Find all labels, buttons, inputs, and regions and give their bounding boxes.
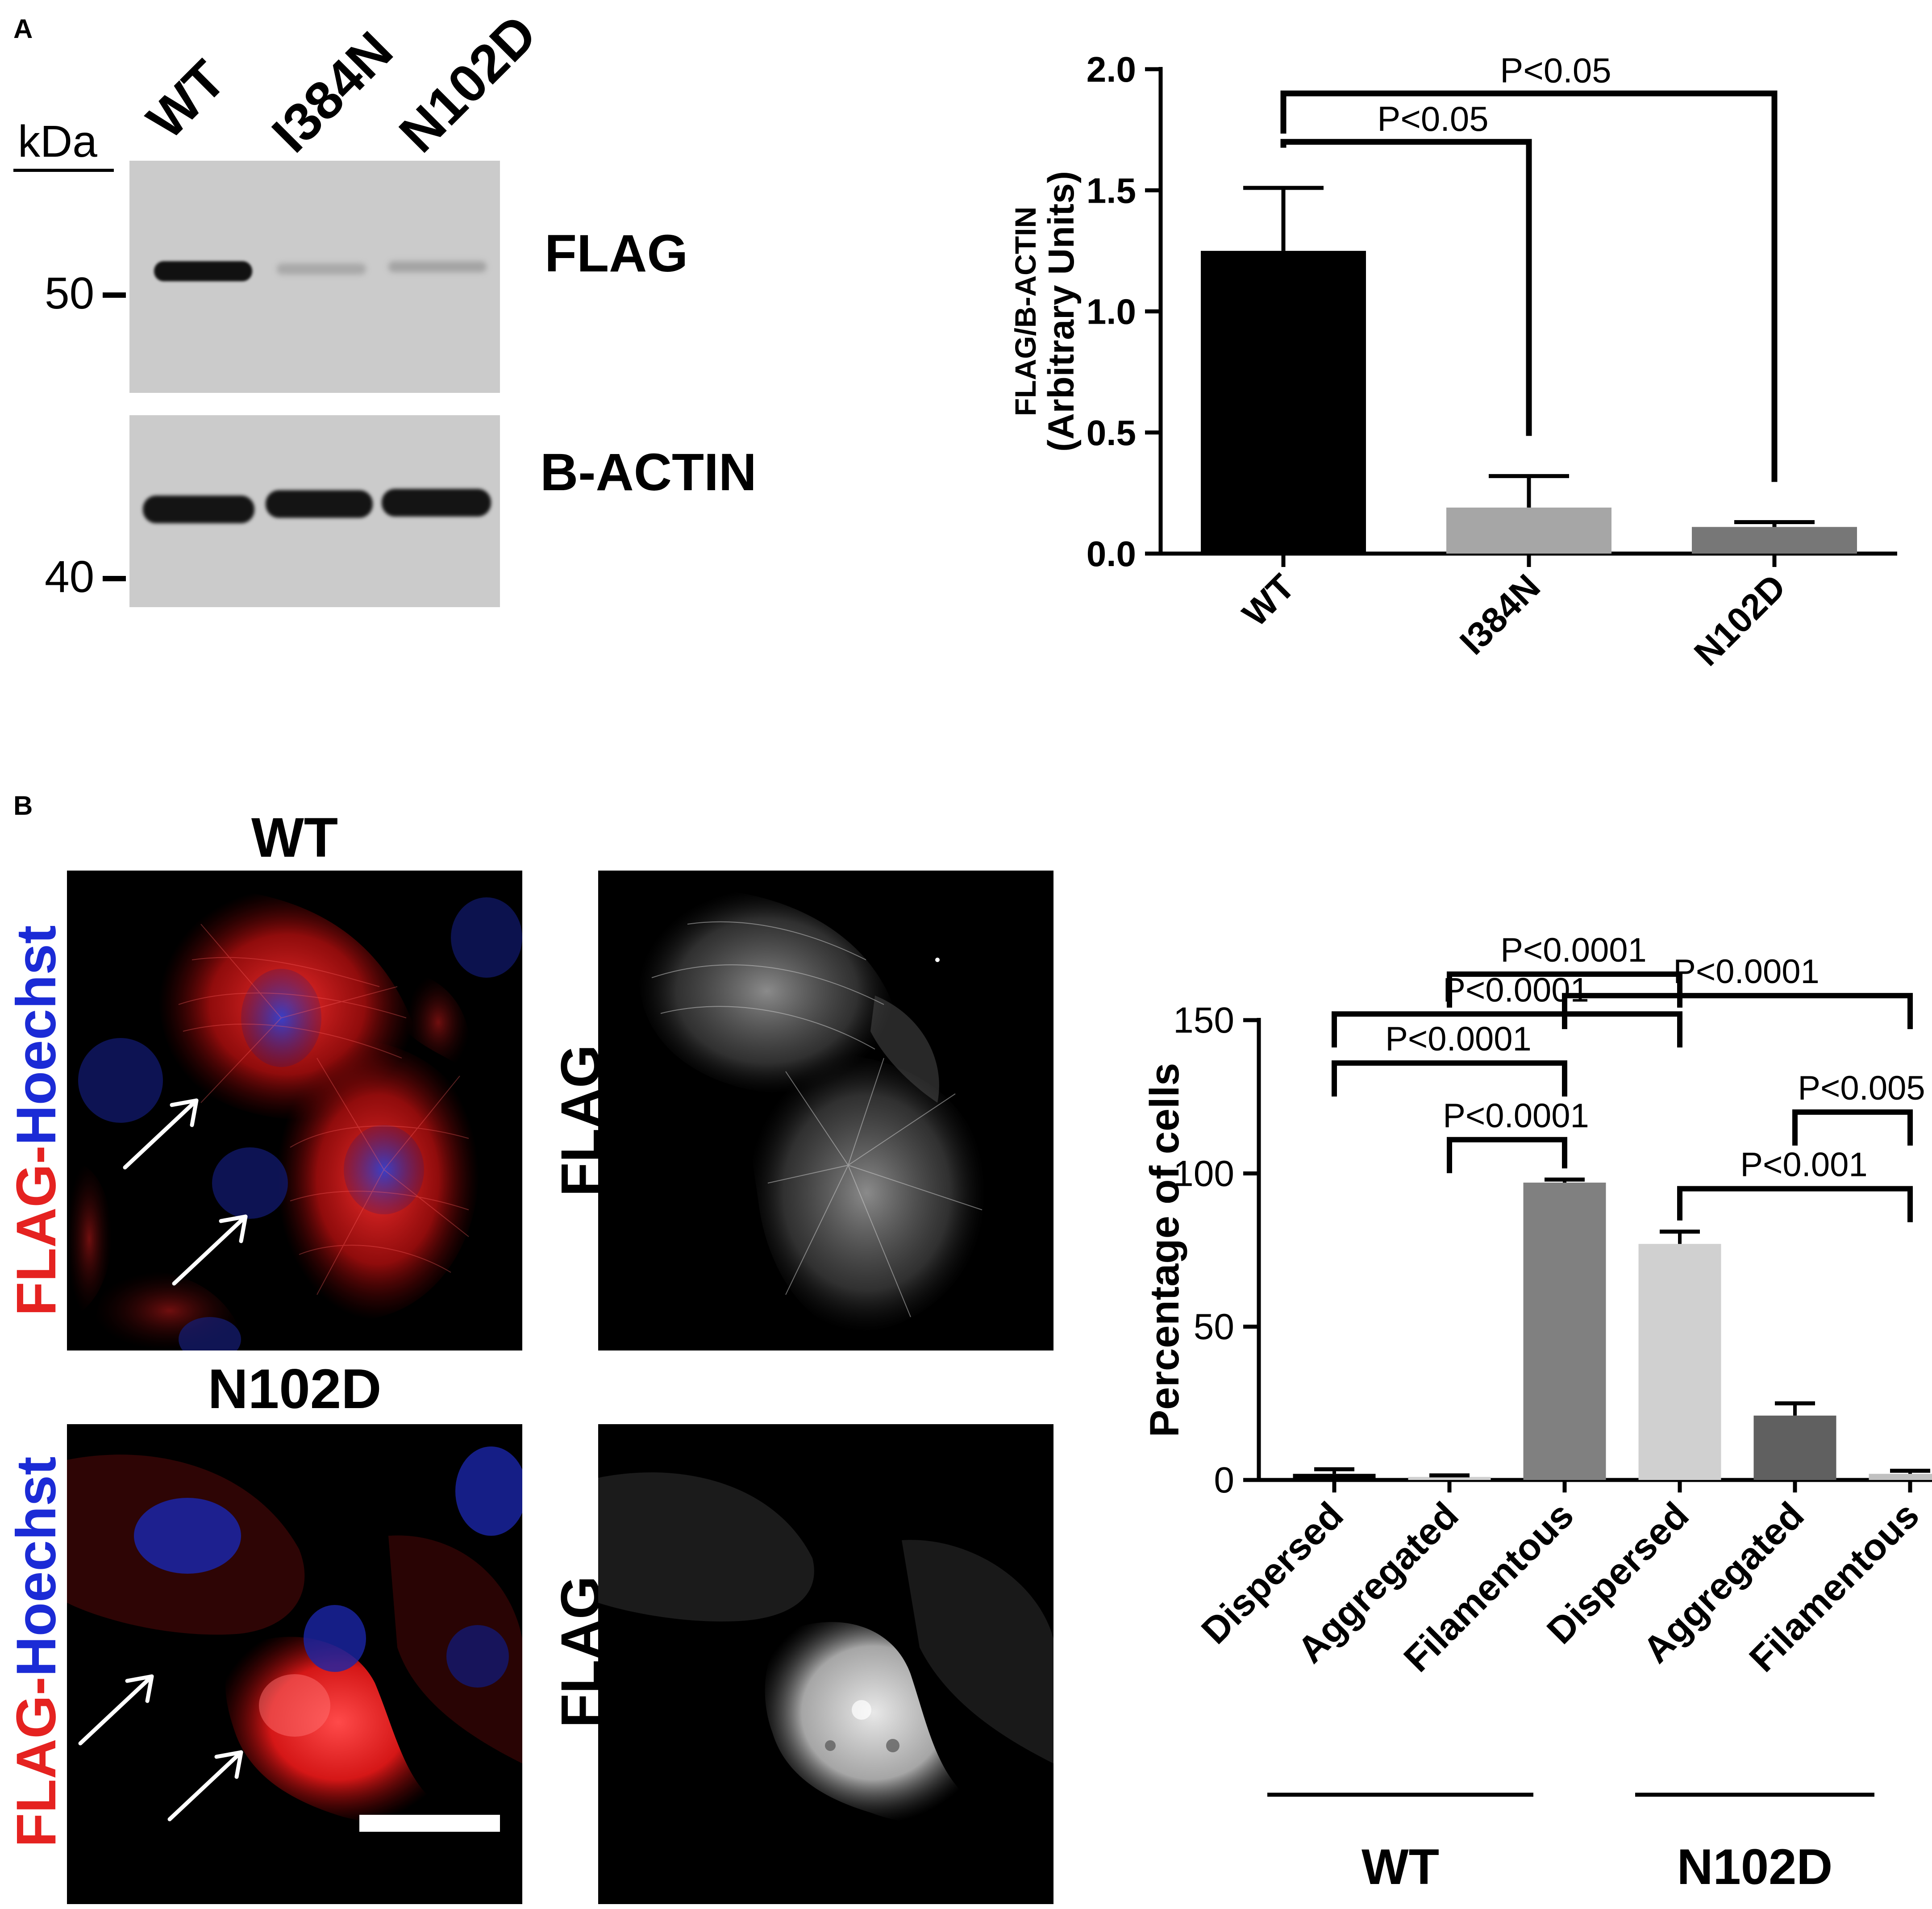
chart-b-bar	[1408, 1477, 1491, 1480]
chart-b-group-label-wt: WT	[1362, 1839, 1439, 1895]
chart-b-bar	[1523, 1182, 1606, 1480]
chart-a-bar	[1692, 527, 1857, 554]
chart-b-bar	[1638, 1244, 1721, 1480]
actin-blot	[129, 415, 500, 607]
chart-a-p-value-label: P<0.05	[1377, 99, 1488, 138]
wt-arrow-1	[123, 1098, 199, 1170]
chart-b-y-axis-label: Percentage of cells	[1142, 1063, 1187, 1438]
wt-arrow-2	[172, 1214, 248, 1286]
chart-a-significance-bracket	[1280, 90, 1778, 482]
n102d-merged-image	[67, 1424, 522, 1904]
chart-b-y-tick-label: 100	[1173, 1153, 1234, 1194]
chart-b-p-value-label: P<0.0001	[1673, 953, 1820, 991]
marker-50: 50	[45, 268, 95, 318]
chart-b-bar	[1753, 1415, 1836, 1480]
chart-a-x-tick-label: WT	[1235, 567, 1302, 634]
chart-a-y-axis-label-line1: FLAG/B-ACTIN	[1009, 207, 1042, 416]
flag-band-i384n	[277, 263, 366, 275]
chart-b-p-value-label: P<0.005	[1798, 1069, 1925, 1107]
n102d-flag-image	[598, 1424, 1053, 1904]
actin-band-n102d	[382, 489, 491, 517]
wt-flag-image	[598, 871, 1053, 1350]
chart-b-significance-bracket	[1677, 1186, 1913, 1222]
chart-a-y-tick-label: 0.5	[1087, 413, 1136, 453]
marker-50-tick	[103, 292, 126, 298]
n102d-stain-flag: FLAG	[5, 1695, 67, 1847]
actin-band-i384n	[266, 490, 373, 518]
kda-underline	[13, 169, 114, 172]
lane-label-n102d: N102D	[387, 3, 548, 164]
flag-blot	[129, 161, 500, 393]
n102d-arrow-1	[78, 1674, 154, 1746]
chart-b-p-value-label: P<0.0001	[1385, 1020, 1532, 1058]
wt-stain-hoechst: Hoechst	[5, 925, 67, 1146]
chart-a-significance-bracket	[1280, 139, 1532, 436]
actin-band-wt	[143, 496, 254, 523]
wt-micrograph-title: WT	[251, 807, 338, 869]
chart-b-group-label-n102d: N102D	[1677, 1839, 1833, 1895]
chart-a-bar	[1201, 250, 1366, 554]
marker-40-tick	[103, 576, 126, 581]
chart-b-significance-bracket	[1332, 1011, 1682, 1048]
actin-blot-label: B-ACTIN	[540, 443, 757, 502]
chart-b-y-tick-label: 0	[1214, 1460, 1234, 1501]
chart-b-significance-bracket	[1792, 1109, 1913, 1146]
chart-b-y-tick-label: 50	[1194, 1307, 1234, 1347]
chart-a-y-axis-label-line2: (Arbitrary Units)	[1041, 171, 1082, 452]
chart-a-x-tick-label: N102D	[1686, 567, 1793, 673]
chart-b-p-value-label: P<0.0001	[1443, 971, 1589, 1009]
chart-a-y-tick-label: 1.5	[1087, 171, 1136, 210]
chart-a-y-tick-label: 1.0	[1087, 292, 1136, 332]
chart-a-y-tick-label: 0.0	[1087, 534, 1136, 574]
panel-b-letter: B	[13, 791, 33, 821]
flag-blot-label: FLAG	[545, 224, 688, 283]
marker-40: 40	[45, 552, 95, 602]
wt-stain-sep: -	[5, 1145, 67, 1164]
n102d-arrow-2	[167, 1750, 243, 1821]
western-blot: WT I384N N102D kDa 50 40 FLAG B-ACTIN	[0, 0, 804, 625]
chart-b-p-value-label: P<0.0001	[1500, 931, 1647, 969]
chart-a-y-tick-label: 2.0	[1087, 50, 1136, 89]
flag-band-n102d	[388, 261, 487, 272]
chart-b-bar	[1293, 1474, 1376, 1480]
n102d-stain-sep: -	[5, 1676, 67, 1696]
chart-b-p-value-label: P<0.0001	[1443, 1097, 1589, 1135]
chart-a-p-value-label: P<0.05	[1500, 50, 1611, 90]
chart-b-significance-bracket	[1447, 971, 1682, 1008]
n102d-stain-label: FLAG-Hoechst	[4, 1406, 67, 1897]
chart-a-bar	[1446, 507, 1611, 554]
kda-label: kDa	[18, 117, 97, 167]
chart-b-y-tick-label: 150	[1173, 1000, 1234, 1041]
chart-b-significance-bracket	[1447, 1137, 1567, 1173]
n102d-micrograph-title: N102D	[208, 1358, 382, 1420]
chart-a: 0.0 0.5 1.0 1.5 2.0 WT I384N N102D P<0.05 P<0.05 F…	[1009, 50, 1897, 673]
lane-label-wt: WT	[135, 49, 237, 150]
flag-band-wt	[154, 261, 252, 281]
chart-b-bar	[1869, 1474, 1932, 1480]
n102d-stain-hoechst: Hoechst	[5, 1456, 67, 1677]
panel-a-letter: A	[13, 14, 33, 44]
wt-stain-flag: FLAG	[5, 1164, 67, 1316]
lane-label-i384n: I384N	[260, 20, 404, 164]
chart-b-p-value-label: P<0.001	[1740, 1146, 1867, 1184]
wt-merged-image	[67, 871, 522, 1350]
chart-b-significance-bracket	[1332, 1060, 1567, 1097]
wt-stain-label: FLAG-Hoechst	[4, 875, 67, 1366]
scale-bar	[359, 1815, 500, 1832]
chart-a-x-tick-label: I384N	[1452, 567, 1548, 662]
